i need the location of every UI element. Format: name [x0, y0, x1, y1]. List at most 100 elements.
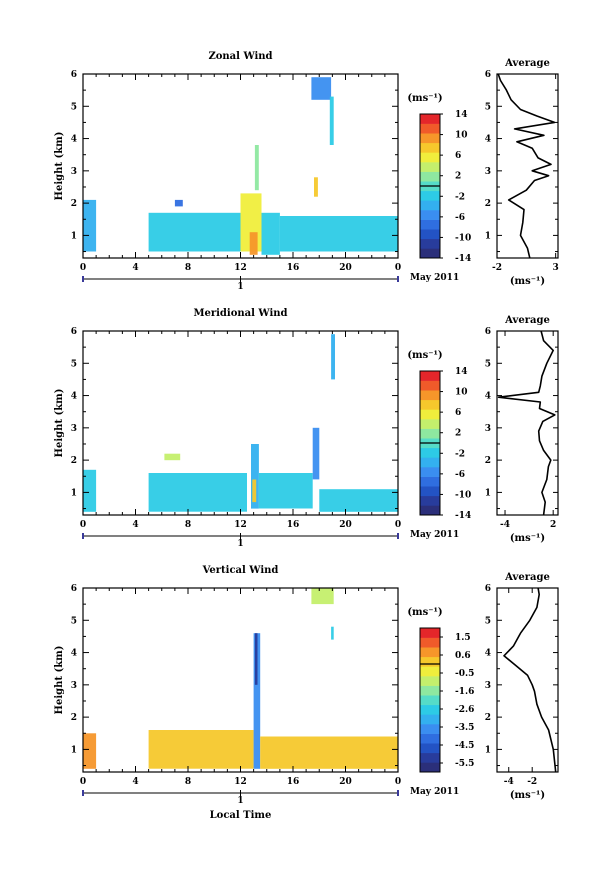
y-tick-label: 6 [71, 584, 77, 594]
x-tick-label: 16 [287, 520, 300, 530]
x-tick-label: 8 [185, 520, 191, 530]
avg-x-tick-label: -4 [500, 520, 510, 530]
colorbar-tick-label: 14 [455, 110, 468, 120]
heatmap-cell [174, 199, 183, 207]
colorbar-tick-label: 6 [455, 408, 461, 418]
colorbar-segment [420, 162, 440, 172]
heatmap-cell [148, 473, 247, 512]
y-tick-label: 3 [71, 167, 77, 177]
colorbar-tick-label: 14 [455, 367, 468, 377]
avg-y-tick-label: 6 [485, 584, 491, 594]
colorbar-segment [420, 628, 440, 638]
avg-y-tick-label: 5 [485, 616, 491, 626]
colorbar-tick-label: -2.6 [455, 705, 474, 715]
y-tick-label: 1 [71, 488, 77, 498]
y-tick-label: 5 [71, 359, 77, 369]
colorbar-tick-label: 6 [455, 151, 461, 161]
heatmap-cell [83, 469, 97, 512]
date-label: May 2011 [410, 273, 459, 283]
colorbar-frame [419, 627, 441, 773]
day-label: 1 [237, 539, 243, 549]
colorbar-tick-label: 2 [455, 429, 461, 439]
colorbar-segment [420, 457, 440, 468]
x-tick-label: 8 [185, 777, 191, 787]
heatmap-cell [251, 444, 259, 509]
colorbar-tick-label: -14 [455, 254, 471, 264]
heatmap-cell [331, 626, 334, 640]
x-tick-label: 20 [339, 777, 352, 787]
avg-x-axis-label: (ms⁻¹) [510, 790, 545, 801]
heatmap-cell [311, 588, 334, 605]
heatmap-cell [258, 473, 313, 509]
heatmap-cell [254, 633, 258, 685]
heatmap-cell [314, 177, 318, 197]
y-tick-label: 2 [71, 456, 77, 466]
avg-x-tick-label: -4 [504, 777, 514, 787]
avg-x-axis-label: (ms⁻¹) [510, 533, 545, 544]
colorbar-segment [420, 724, 440, 734]
y-axis-label: Height (km) [54, 646, 65, 715]
colorbar-segment [420, 123, 440, 134]
avg-y-tick-label: 6 [485, 327, 491, 337]
colorbar-tick-label: -5.5 [455, 759, 474, 769]
heatmap-cell [83, 216, 97, 252]
y-tick-label: 4 [71, 392, 77, 402]
avg-x-tick-label: -2 [527, 777, 537, 787]
colorbar-tick-label: 10 [455, 131, 468, 141]
colorbar-segment [420, 371, 440, 381]
colorbar-unit-label: (ms⁻¹) [407, 607, 442, 618]
y-tick-label: 4 [71, 135, 77, 145]
heatmap-cell [148, 212, 241, 252]
avg-y-tick-label: 2 [485, 456, 491, 466]
colorbar-tick-label: -10 [455, 233, 471, 243]
x-tick-label: 16 [287, 263, 300, 273]
colorbar-segment [420, 171, 440, 182]
colorbar-tick-label: -4.5 [455, 741, 474, 751]
avg-y-tick-label: 5 [485, 359, 491, 369]
avg-y-tick-label: 4 [485, 649, 491, 659]
avg-y-tick-label: 1 [485, 231, 491, 241]
heatmap-cell [253, 633, 261, 769]
colorbar-tick-label: -3.5 [455, 723, 474, 733]
day-label: 1 [237, 282, 243, 292]
colorbar-tick-label: -6 [455, 470, 465, 480]
avg-y-tick-label: 3 [485, 424, 491, 434]
colorbar-segment [420, 419, 440, 429]
colorbar-segment [420, 704, 440, 715]
x-tick-label: 0 [395, 777, 401, 787]
x-tick-label: 4 [132, 520, 138, 530]
x-tick-label: 8 [185, 263, 191, 273]
colorbar-tick-label: -2 [455, 449, 465, 459]
avg-y-tick-label: 3 [485, 167, 491, 177]
date-label: May 2011 [410, 787, 459, 797]
colorbar-segment [420, 666, 440, 677]
heatmap-cell [252, 479, 257, 503]
y-tick-label: 3 [71, 424, 77, 434]
colorbar-segment [420, 476, 440, 487]
heatmap-cell [312, 427, 320, 480]
y-tick-label: 5 [71, 102, 77, 112]
colorbar-tick-label: 1.5 [455, 633, 471, 643]
x-tick-label: 0 [395, 520, 401, 530]
avg-y-tick-label: 3 [485, 681, 491, 691]
colorbar-tick-label: -2 [455, 192, 465, 202]
colorbar-tick-label: 0.6 [455, 651, 471, 661]
heatmap-cell [331, 334, 335, 380]
average-frame [496, 587, 559, 773]
panel-title: Zonal Wind [208, 51, 272, 62]
avg-y-tick-label: 1 [485, 488, 491, 498]
colorbar-segment [420, 248, 440, 259]
heatmap-cell [311, 77, 332, 100]
x-tick-label: 12 [234, 263, 247, 273]
avg-x-tick-label: 3 [553, 263, 559, 273]
average-frame [496, 330, 559, 516]
x-tick-label: 0 [80, 520, 86, 530]
colorbar-segment [420, 390, 440, 401]
colorbar-unit-label: (ms⁻¹) [407, 350, 442, 361]
avg-x-tick-label: 2 [550, 520, 556, 530]
heatmap-cell [148, 730, 254, 769]
colorbar-tick-label: -10 [455, 490, 471, 500]
colorbar-segment [420, 637, 440, 648]
heatmap-cell [260, 736, 398, 769]
colorbar-segment [420, 505, 440, 516]
